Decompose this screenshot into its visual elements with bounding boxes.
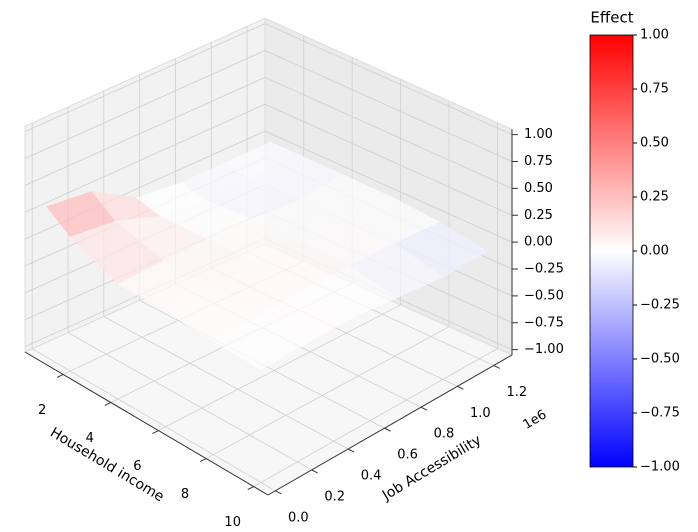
x-tick-label: 8 [181, 487, 189, 502]
y-axis-label: Job Accessibility [379, 432, 484, 504]
y-offset-label: 1e6 [521, 407, 550, 433]
y-tick [347, 448, 355, 453]
axes-labels: 2 4 6 8 10 0.0 0.2 0.4 0.6 0.8 1.0 1.2 1.00 0.75 0.50 0… [24, 127, 564, 530]
y-tick [493, 365, 501, 369]
colorbar-tick-label: 0.25 [640, 190, 669, 205]
z-grid-line [24, 103, 266, 213]
y-tick [384, 427, 391, 432]
z-tick-label: −0.75 [524, 315, 564, 330]
y-tick [420, 406, 428, 411]
colorbar-tick-label: −0.75 [640, 406, 680, 421]
axis-line [24, 351, 269, 496]
x-grid-line [158, 304, 401, 431]
colorbar-tick-label: 0.50 [640, 136, 669, 151]
x-grid-line [205, 326, 450, 459]
z-grid-line [264, 77, 513, 189]
x-grid-line [253, 348, 498, 487]
y-grid-line [31, 348, 276, 492]
y-grid-line [67, 332, 312, 471]
x-tick [152, 430, 159, 434]
axis-line [267, 354, 513, 496]
x-tick-label: 6 [133, 459, 141, 474]
z-grid-line [24, 50, 266, 159]
surface [46, 141, 489, 370]
x-axis-label: Household income [47, 425, 167, 506]
z-tick-label: 0.50 [524, 181, 553, 196]
z-grid-line [24, 77, 266, 186]
z-grid-line [264, 130, 513, 243]
y-tick-label: 1.0 [470, 406, 491, 421]
x-tick-label: 10 [224, 515, 241, 530]
z-tick-label: 1.00 [524, 127, 553, 142]
y-tick-label: 0.2 [324, 489, 345, 504]
z-tick-label: 0.75 [524, 154, 553, 169]
colorbar-tick-label: −0.50 [640, 352, 680, 367]
z-tick-label: −1.00 [524, 342, 564, 357]
z-tick-label: −0.50 [524, 288, 564, 303]
z-grid-line [264, 103, 513, 216]
z-tick-label: 0.25 [524, 208, 553, 223]
z-tick-label: 0.00 [524, 235, 553, 250]
x-tick [247, 486, 254, 491]
y-tick-label: 1.2 [506, 385, 527, 400]
colorbar-label: Effect [590, 9, 633, 27]
z-grid-line [24, 23, 266, 132]
colorbar-tick-label: 1.00 [640, 28, 669, 43]
z-grid-line [264, 23, 513, 135]
x-tick [56, 373, 64, 378]
x-tick [104, 402, 111, 406]
x-tick-label: 4 [86, 431, 94, 446]
colorbar-tick-label: 0.00 [640, 244, 669, 259]
colorbar [589, 34, 634, 468]
y-tick-label: 0.6 [397, 448, 418, 463]
y-tick-label: 0.4 [361, 469, 382, 484]
y-grid-line [103, 316, 349, 450]
y-tick [457, 385, 464, 390]
y-tick [275, 490, 282, 495]
colorbar-tick-label: −1.00 [640, 460, 680, 475]
y-tick [311, 469, 318, 474]
colorbar-tick-label: 0.75 [640, 82, 669, 97]
y-tick-label: 0.0 [288, 510, 309, 525]
y-tick-label: 0.8 [434, 427, 455, 442]
z-grid-line [264, 50, 513, 162]
z-tick-label: −0.25 [524, 262, 564, 277]
x-tick [199, 458, 207, 462]
surface-patch [212, 314, 307, 370]
colorbar-tick-label: −0.25 [640, 298, 680, 313]
x-tick-label: 2 [38, 403, 46, 418]
